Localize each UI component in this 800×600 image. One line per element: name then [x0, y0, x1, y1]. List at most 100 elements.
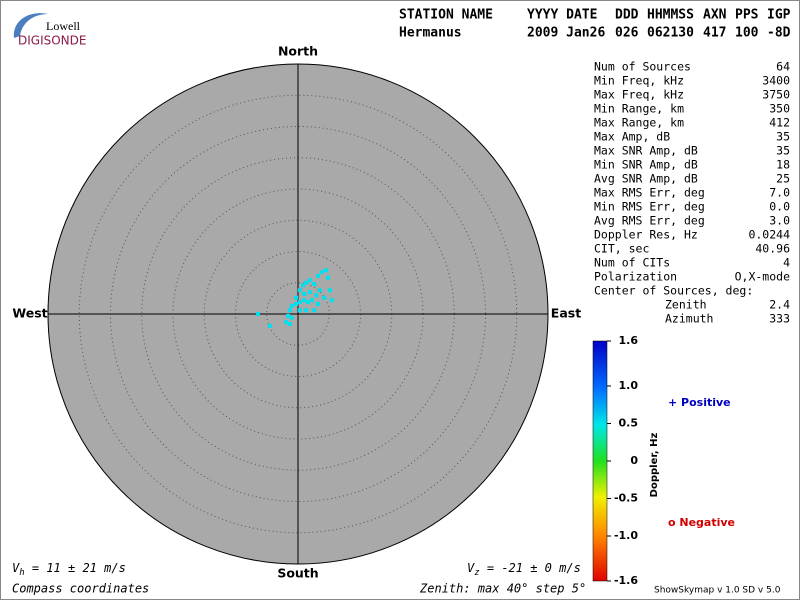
- source-point: [317, 288, 322, 293]
- header-label: PPS: [735, 8, 759, 23]
- stat-label: Num of Sources: [594, 60, 691, 74]
- source-point: [304, 308, 309, 313]
- stat-value: 0.0: [769, 200, 790, 214]
- source-point: [289, 303, 294, 308]
- source-point: [297, 300, 302, 305]
- source-point: [322, 295, 327, 300]
- stat-value: O,X-mode: [735, 270, 790, 284]
- stat-label: Max SNR Amp, dB: [594, 144, 698, 158]
- stat-label: Min Freq, kHz: [594, 74, 684, 88]
- stat-label: Doppler Res, Hz: [594, 228, 698, 242]
- logo-bottom: DIGISONDE: [18, 34, 86, 48]
- stat-value: 3.0: [769, 214, 790, 228]
- header-label: HHMMSS: [647, 8, 694, 23]
- legend-positive: + Positive: [668, 396, 731, 409]
- source-point: [327, 288, 332, 293]
- colorbar-tick-label: -1.6: [614, 574, 638, 587]
- source-point: [326, 275, 330, 280]
- source-point: [267, 323, 272, 328]
- stat-label: Avg SNR Amp, dB: [594, 172, 698, 186]
- velocity-part: = -21 ± 0 m/s: [480, 561, 581, 575]
- stat-value: 3750: [762, 88, 790, 102]
- source-point: [324, 268, 329, 273]
- logo-top: Lowell: [46, 19, 81, 33]
- source-point: [316, 273, 320, 278]
- velocity-vz: Vz = -21 ± 0 m/s: [467, 561, 581, 578]
- logo-swoosh: [13, 13, 49, 38]
- stat-value: 7.0: [769, 186, 790, 200]
- source-point: [287, 322, 292, 326]
- stat-label: Min Range, km: [594, 102, 684, 116]
- version: ShowSkymap v 1.0 SD v 5.0: [654, 586, 781, 596]
- stat-value: 25: [776, 172, 790, 186]
- compass-east: East: [551, 306, 581, 321]
- stat-value: 3400: [762, 74, 790, 88]
- stat-value: 35: [776, 130, 790, 144]
- stat-value: 0.0244: [748, 228, 790, 242]
- source-point: [309, 298, 314, 303]
- center-label: Azimuth: [665, 312, 713, 326]
- stat-value: 64: [776, 60, 790, 74]
- compass-north: North: [278, 44, 318, 59]
- zenith-note: Zenith: max 40° step 5°: [419, 582, 586, 596]
- header-value: Hermanus: [399, 26, 462, 41]
- stat-label: Max Freq, kHz: [594, 88, 684, 102]
- source-point: [307, 290, 312, 295]
- header-value: 417: [703, 26, 726, 41]
- stat-label: Max RMS Err, deg: [594, 186, 705, 200]
- header-label: IGP: [767, 8, 791, 23]
- colorbar-tick-label: 1.6: [619, 334, 639, 347]
- colorbar-tick-label: 1.0: [619, 379, 639, 392]
- source-point: [294, 295, 299, 300]
- velocity-part: V: [467, 561, 475, 575]
- velocity-vh: Vh = 11 ± 21 m/s: [12, 561, 126, 578]
- source-point: [256, 312, 260, 316]
- header-value: 026: [615, 26, 639, 41]
- legend-negative: o Negative: [668, 516, 735, 529]
- source-point: [307, 278, 312, 283]
- source-point: [306, 300, 310, 305]
- stat-value: 35: [776, 144, 790, 158]
- source-point: [302, 298, 307, 303]
- center-label: Zenith: [665, 298, 707, 312]
- header-value: 2009 Jan26: [527, 26, 605, 41]
- stat-value: 18: [776, 158, 790, 172]
- center-title: Center of Sources, deg:: [594, 284, 753, 298]
- header-label: STATION NAME: [399, 8, 493, 23]
- stat-label: Max Range, km: [594, 116, 684, 130]
- stat-label: Min SNR Amp, dB: [594, 158, 698, 172]
- source-point: [297, 308, 302, 313]
- header-label: DDD: [615, 8, 639, 23]
- source-point: [287, 308, 292, 313]
- source-point: [302, 292, 307, 296]
- stat-value: 4: [783, 256, 790, 270]
- compass-west: West: [12, 306, 47, 321]
- source-point: [294, 302, 299, 306]
- source-point: [286, 313, 290, 318]
- subscript: z: [474, 568, 479, 578]
- stat-value: 350: [769, 102, 790, 116]
- colorbar-title: Doppler, Hz: [649, 433, 660, 498]
- header-value: -8D: [767, 26, 791, 41]
- source-point: [316, 302, 320, 306]
- source-point: [289, 315, 294, 320]
- center-value: 2.4: [769, 298, 790, 312]
- stat-label: Min RMS Err, deg: [594, 200, 705, 214]
- header-value: 100: [735, 26, 759, 41]
- stat-label: Polarization: [594, 270, 677, 284]
- stat-value: 40.96: [755, 242, 790, 256]
- velocity-part: V: [12, 561, 20, 575]
- stat-label: Num of CITs: [594, 256, 670, 270]
- velocity-part: = 11 ± 21 m/s: [25, 561, 126, 575]
- source-point: [284, 320, 289, 325]
- source-point: [297, 288, 302, 293]
- compass-south: South: [277, 566, 318, 581]
- colorbar-tick-label: -1.0: [614, 529, 638, 542]
- source-point: [329, 298, 334, 303]
- source-point: [312, 282, 317, 286]
- stat-value: 412: [769, 116, 790, 130]
- source-point: [301, 283, 305, 288]
- coords-note: Compass coordinates: [12, 582, 149, 596]
- header-label: YYYY DATE: [527, 8, 597, 23]
